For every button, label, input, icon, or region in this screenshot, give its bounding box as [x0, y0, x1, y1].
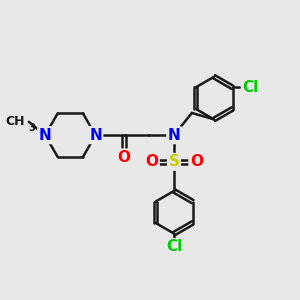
Text: S: S	[169, 154, 180, 169]
Text: N: N	[39, 128, 52, 143]
Text: O: O	[117, 150, 130, 165]
Text: Cl: Cl	[242, 80, 259, 95]
Text: O: O	[190, 154, 203, 169]
Text: Cl: Cl	[166, 239, 182, 254]
Text: N: N	[168, 128, 181, 143]
Text: 3: 3	[29, 123, 36, 133]
Text: CH: CH	[6, 115, 25, 128]
Text: N: N	[89, 128, 102, 143]
Text: O: O	[145, 154, 158, 169]
